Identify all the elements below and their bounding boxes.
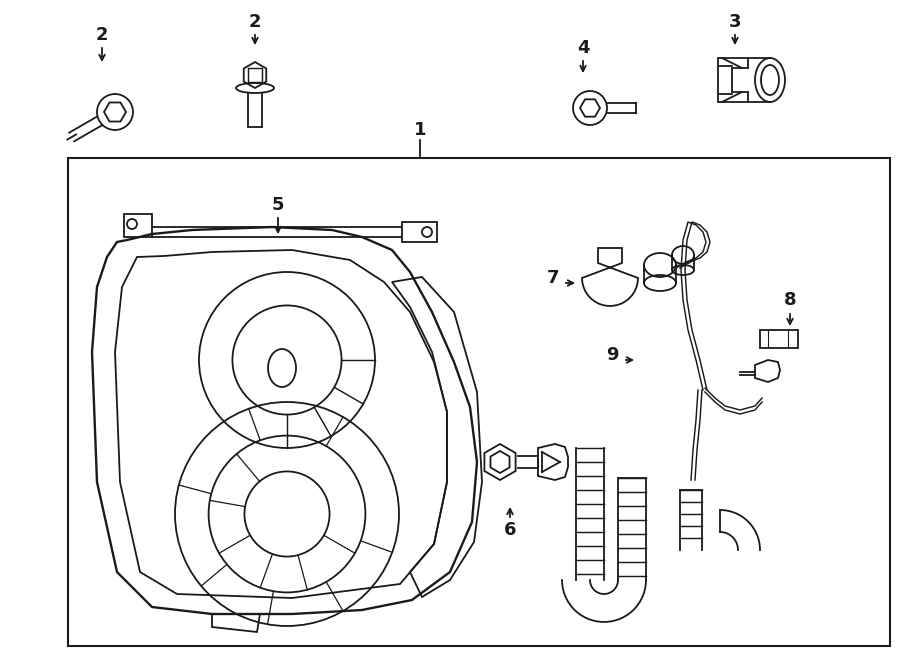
- Text: 8: 8: [784, 291, 796, 309]
- Text: 1: 1: [414, 121, 427, 139]
- Text: 2: 2: [95, 26, 108, 44]
- Text: 9: 9: [606, 346, 618, 364]
- Text: 5: 5: [272, 196, 284, 214]
- Bar: [68, 158, 890, 646]
- Text: 7: 7: [547, 269, 559, 287]
- Text: 2: 2: [248, 13, 261, 31]
- Text: 6: 6: [504, 521, 517, 539]
- Text: 3: 3: [729, 13, 742, 31]
- Text: 4: 4: [577, 39, 590, 57]
